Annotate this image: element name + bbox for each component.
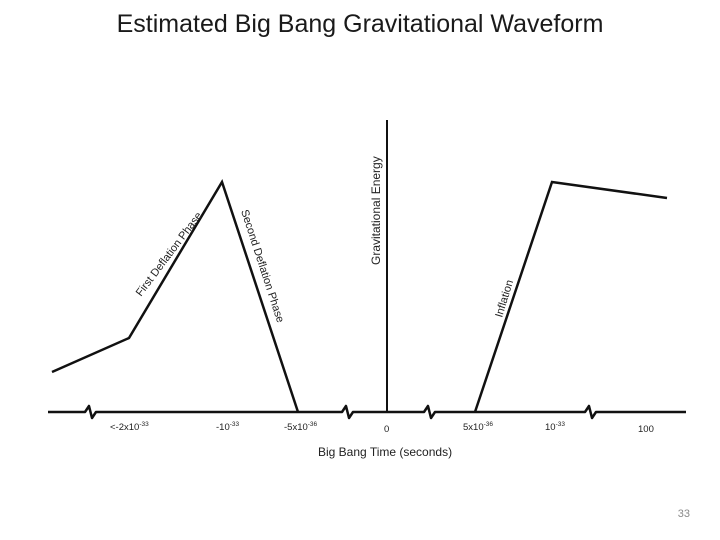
- time-axis: [48, 404, 686, 420]
- tick-label: <-2x10-33: [110, 421, 149, 433]
- slide-title: Estimated Big Bang Gravitational Wavefor…: [116, 10, 604, 38]
- page-number: 33: [677, 508, 690, 520]
- x-axis-label: Big Bang Time (seconds): [318, 445, 452, 459]
- first-deflation-label: First Deflation Phase: [134, 210, 205, 299]
- inflation-curve: [473, 180, 668, 413]
- tick-label: 10-33: [545, 421, 565, 433]
- tick-label: -5x10-36: [284, 421, 318, 433]
- waveform-curve: [51, 179, 300, 413]
- tick-label: 0: [384, 424, 389, 435]
- y-axis-label: Gravitational Energy: [369, 156, 383, 265]
- time-axis-line: [48, 404, 686, 420]
- tick-label: -10-33: [216, 421, 240, 433]
- tick-label: 5x10-36: [463, 421, 493, 433]
- tick-label: 100: [638, 424, 654, 435]
